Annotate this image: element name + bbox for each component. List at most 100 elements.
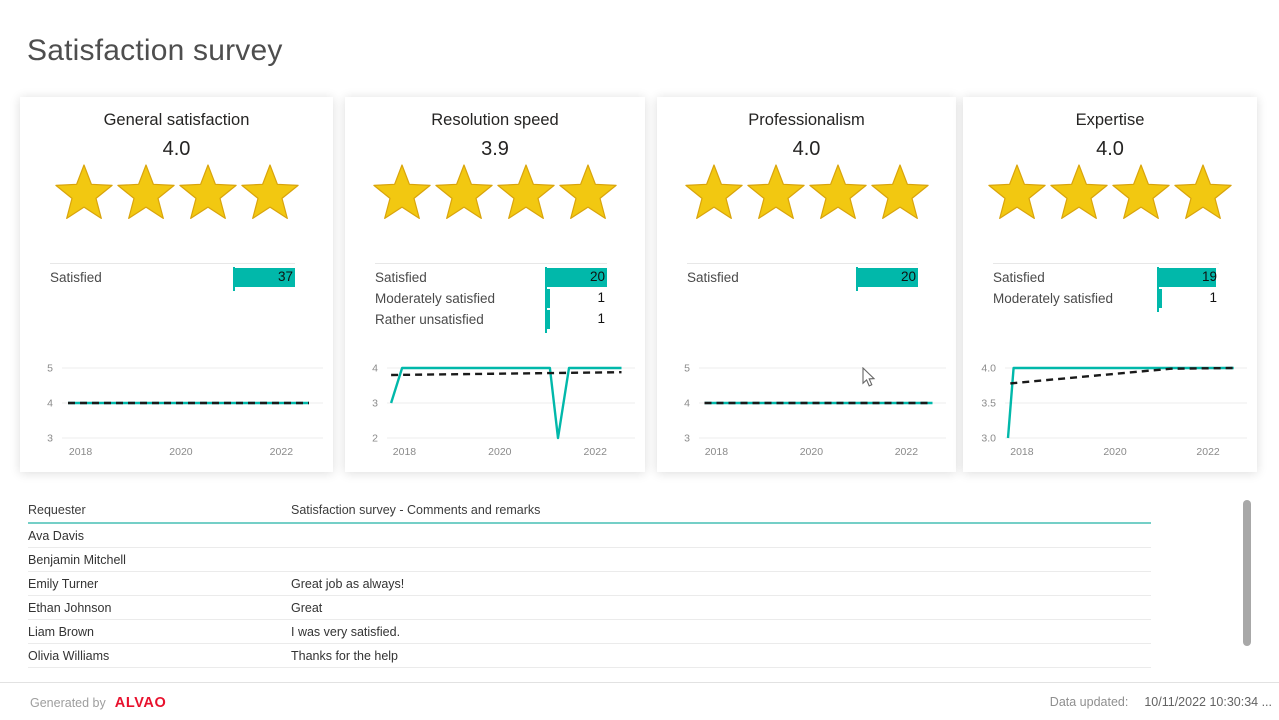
bar-row[interactable]: Moderately satisfied 1	[993, 288, 1219, 309]
comment-cell: Great job as always!	[291, 576, 405, 591]
bar-row[interactable]: Satisfied 19	[993, 267, 1219, 288]
x-axis-tick-label: 2022	[584, 446, 608, 458]
kpi-panel-4[interactable]: Expertise 4.0 Satisfied 19 Moderately satisf…	[963, 97, 1257, 472]
bar-region: 20	[547, 268, 607, 287]
trend-chart[interactable]: 5 4 3 2018 2020 2022	[28, 352, 325, 464]
y-axis-tick-label: 3	[47, 433, 53, 445]
comment-cell: I was very satisfied.	[291, 624, 401, 639]
bar-value: 20	[589, 269, 605, 284]
page-title: Satisfaction survey	[27, 34, 283, 67]
requester-cell: Liam Brown	[28, 624, 94, 639]
star-rating	[20, 163, 333, 225]
trend-dashed-line	[1010, 366, 1234, 385]
y-axis-tick-label: 4	[372, 363, 378, 375]
table-header: Requester Satisfaction survey - Comments…	[28, 497, 1256, 522]
star-icon	[559, 164, 617, 220]
bar-chart-axis	[545, 267, 547, 333]
table-row[interactable]: Emily Turner Great job as always!	[28, 572, 1151, 596]
trend-chart[interactable]: 4 3 2 2018 2020 2022	[353, 352, 637, 464]
trend-chart[interactable]: 5 4 3 2018 2020 2022	[665, 352, 948, 464]
comments-table[interactable]: Requester Satisfaction survey - Comments…	[28, 497, 1256, 668]
table-row[interactable]: Liam Brown I was very satisfied.	[28, 620, 1151, 644]
bar-value: 20	[900, 269, 916, 284]
kpi-panel-3[interactable]: Professionalism 4.0 Satisfied 20 5 4 3 2018 2020…	[657, 97, 956, 472]
bar-value: 1	[597, 290, 605, 305]
bar-label: Satisfied	[993, 270, 1045, 285]
y-axis-tick-label: 4	[47, 398, 53, 410]
table-row[interactable]: Ava Davis	[28, 524, 1151, 548]
data-updated-value: 10/11/2022 10:30:34 ...	[1144, 695, 1272, 709]
kpi-panel-1[interactable]: General satisfaction 4.0 Satisfied 37 5 4 3 201…	[20, 97, 333, 472]
star-icon	[435, 164, 493, 220]
y-axis-tick-label: 3	[372, 398, 378, 410]
y-axis-tick-label: 5	[47, 363, 53, 375]
trend-chart[interactable]: 4.0 3.5 3.0 2018 2020 2022	[971, 352, 1249, 464]
comment-cell: Thanks for the help	[291, 648, 399, 663]
bar-row[interactable]: Moderately satisfied 1	[375, 288, 607, 309]
requester-cell: Olivia Williams	[28, 648, 110, 663]
panel-title: General satisfaction	[103, 111, 250, 129]
kpi-panel-2[interactable]: Resolution speed 3.9 Satisfied 20 Moderately…	[345, 97, 645, 472]
table-body: Ava Davis Benjamin Mitchell Emily Turner Gr…	[28, 524, 1256, 668]
star-icon	[373, 164, 431, 220]
bar[interactable]	[547, 268, 607, 287]
satisfaction-bar-chart[interactable]: Satisfied 20	[657, 263, 956, 291]
bar[interactable]	[1159, 289, 1162, 308]
bar-row[interactable]: Satisfied 20	[375, 267, 607, 288]
bar-chart-topline	[687, 263, 918, 264]
bar-row[interactable]: Satisfied 20	[687, 267, 918, 288]
requester-cell: Benjamin Mitchell	[28, 552, 126, 567]
rating-value: 3.9	[481, 138, 509, 160]
bar-chart-topline	[375, 263, 607, 264]
panel-title: Resolution speed	[431, 111, 559, 129]
table-row[interactable]: Benjamin Mitchell	[28, 548, 1151, 572]
bar[interactable]	[235, 268, 295, 287]
bar[interactable]	[858, 268, 918, 287]
bar-label: Rather unsatisfied	[375, 312, 484, 327]
score-line	[1006, 366, 1234, 439]
y-axis-tick-label: 4	[684, 398, 690, 410]
column-header-requester: Requester	[28, 502, 86, 517]
bar[interactable]	[547, 310, 550, 329]
satisfaction-bar-chart[interactable]: Satisfied 37	[20, 263, 333, 291]
bar-chart-topline	[50, 263, 295, 264]
bar-region: 1	[1159, 289, 1219, 308]
bar-value: 1	[597, 311, 605, 326]
requester-cell: Emily Turner	[28, 576, 99, 591]
bar-region: 20	[858, 268, 918, 287]
bar-row[interactable]: Satisfied 37	[50, 267, 295, 288]
panel-title: Expertise	[1075, 111, 1145, 129]
bar-value: 1	[1209, 290, 1217, 305]
bar-label: Moderately satisfied	[993, 291, 1114, 306]
table-row[interactable]: Olivia Williams Thanks for the help	[28, 644, 1151, 668]
header-underline	[28, 522, 1151, 524]
bar-label: Moderately satisfied	[375, 291, 496, 306]
table-scrollbar-thumb[interactable]	[1243, 500, 1251, 646]
bar-value: 19	[1201, 269, 1217, 284]
bar[interactable]	[1159, 268, 1216, 287]
requester-cell: Ava Davis	[28, 528, 85, 543]
star-icon	[746, 164, 805, 220]
bar-region: 37	[235, 268, 295, 287]
x-axis-tick-label: 2018	[705, 446, 729, 458]
column-header-comments: Satisfaction survey - Comments and remar…	[291, 502, 541, 517]
table-row[interactable]: Ethan Johnson Great	[28, 596, 1151, 620]
satisfaction-bar-chart[interactable]: Satisfied 20 Moderately satisfied 1 Rather u…	[345, 263, 645, 333]
bar-chart-axis	[1157, 267, 1159, 312]
satisfaction-bar-chart[interactable]: Satisfied 19 Moderately satisfied 1	[963, 263, 1257, 312]
score-line	[389, 366, 622, 440]
panel-title: Professionalism	[748, 111, 865, 129]
x-axis-tick-label: 2018	[1010, 446, 1034, 458]
star-rating	[963, 163, 1257, 225]
star-icon	[1112, 164, 1170, 220]
bar-chart-axis	[856, 267, 858, 291]
comment-cell: Great	[291, 600, 323, 615]
bar-row[interactable]: Rather unsatisfied 1	[375, 309, 607, 330]
y-axis-tick-label: 5	[684, 363, 690, 375]
x-axis-tick-label: 2020	[169, 446, 193, 458]
star-icon	[870, 164, 929, 220]
footer: Generated by ALVAO Data updated: 10/11/2…	[0, 682, 1279, 720]
bar[interactable]	[547, 289, 550, 308]
trend-chart-container: 4 3 2 2018 2020 2022	[353, 352, 637, 464]
